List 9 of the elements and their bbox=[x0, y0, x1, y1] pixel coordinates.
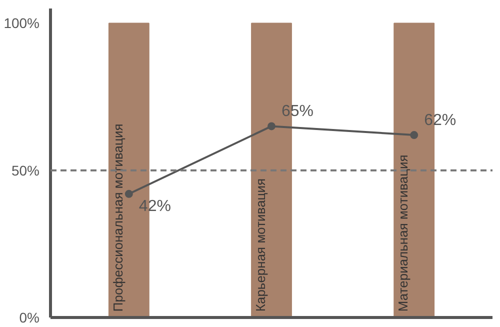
point bbox=[268, 122, 276, 130]
x-tick-label: Материальная мотивация bbox=[396, 154, 411, 312]
y-tick-label: 0% bbox=[19, 310, 40, 326]
point bbox=[410, 131, 418, 140]
y-tick-label: 100% bbox=[4, 15, 40, 32]
x-tick-label: Карьерная мотивация bbox=[253, 178, 268, 312]
x-tick-label: Профессиональная мотивация bbox=[110, 124, 126, 312]
y-tick-label: 50% bbox=[11, 162, 40, 178]
point bbox=[124, 190, 133, 198]
